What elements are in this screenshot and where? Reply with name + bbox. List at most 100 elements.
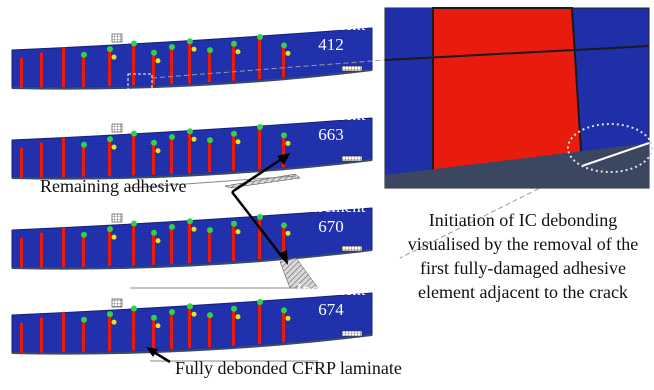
- crack-band: [282, 137, 285, 168]
- crack-band: [40, 52, 43, 88]
- damage-zone: [155, 238, 161, 244]
- crack-band: [152, 319, 155, 350]
- crack-band: [258, 304, 261, 345]
- damage-zone: [191, 226, 197, 232]
- damage-zone: [107, 136, 113, 143]
- support-plate: [341, 155, 363, 162]
- crack-band: [62, 47, 65, 88]
- damage-zone: [111, 319, 117, 325]
- crack-band: [152, 144, 155, 175]
- damage-zone: [207, 227, 213, 234]
- increment-label-412: Increment 412: [291, 15, 371, 55]
- crack-band: [258, 219, 261, 260]
- cfrp-laminate: [129, 175, 297, 189]
- damage-zone: [235, 49, 241, 55]
- crack-band: [258, 39, 261, 80]
- damage-zone: [207, 312, 213, 319]
- crack-band: [282, 47, 285, 78]
- crack-band: [62, 227, 65, 268]
- crack-band: [170, 49, 173, 85]
- crack-band: [62, 137, 65, 178]
- damage-zone: [235, 314, 241, 320]
- crack-band: [170, 139, 173, 175]
- crack-band: [188, 133, 191, 174]
- damage-zone: [107, 226, 113, 233]
- damage-zone: [235, 139, 241, 145]
- crack-band: [152, 234, 155, 265]
- beam-panel-increment-663: [11, 117, 373, 189]
- support-plate: [341, 330, 363, 337]
- crack-band: [188, 308, 191, 349]
- damage-zone: [131, 220, 137, 227]
- damage-zone: [155, 323, 161, 329]
- zoom-region-box: [127, 73, 153, 97]
- crack-band: [20, 57, 23, 88]
- damage-zone: [111, 54, 117, 60]
- crack-band: [108, 51, 111, 87]
- damage-zone: [131, 130, 137, 137]
- damage-zone: [231, 40, 237, 47]
- crack-band: [232, 310, 235, 346]
- increment-word: Increment: [296, 105, 366, 124]
- damage-zone: [169, 224, 175, 231]
- inset-steel-layer: [385, 143, 649, 188]
- crack-band: [108, 316, 111, 352]
- crack-band: [132, 310, 135, 351]
- damage-zone: [285, 140, 291, 146]
- ic-debonding-caption: Initiation of IC debonding visualised by…: [407, 210, 639, 302]
- increment-word: Increment: [296, 197, 366, 216]
- crack-band: [40, 232, 43, 268]
- damage-zone: [169, 134, 175, 141]
- damage-zone: [151, 139, 157, 146]
- zoom-inset: [384, 7, 653, 189]
- zoom-connector-top: [151, 59, 386, 79]
- crack-band: [152, 54, 155, 85]
- beam-soffit: [11, 159, 373, 180]
- crack-band: [170, 229, 173, 265]
- increment-label-670: Increment 670: [291, 197, 371, 237]
- crack-band: [208, 142, 211, 173]
- damage-zone: [257, 299, 263, 306]
- damage-zone: [151, 314, 157, 321]
- damage-zone: [285, 50, 291, 56]
- inset-highlight-circle: [567, 123, 653, 173]
- crack-band: [132, 225, 135, 266]
- damage-zone: [191, 46, 197, 52]
- damage-zone: [187, 38, 193, 45]
- crack-band: [282, 312, 285, 343]
- crack-band: [108, 141, 111, 177]
- crack-band: [20, 322, 23, 353]
- loading-plate: [111, 213, 123, 223]
- damage-zone: [81, 231, 87, 238]
- support-plate: [341, 245, 363, 252]
- damage-zone: [81, 316, 87, 323]
- crack-band: [20, 237, 23, 268]
- crack-band: [40, 142, 43, 178]
- damage-zone: [231, 220, 237, 227]
- crack-band: [232, 45, 235, 81]
- loading-plate: [111, 123, 123, 133]
- damage-zone: [191, 136, 197, 142]
- damage-zone: [281, 307, 287, 314]
- damage-zone: [131, 40, 137, 47]
- inset-crack-element: [432, 7, 584, 174]
- damage-zone: [257, 124, 263, 131]
- crack-band: [82, 321, 85, 352]
- damage-zone: [155, 148, 161, 154]
- increment-word: Increment: [296, 15, 366, 34]
- increment-number: 674: [318, 300, 344, 319]
- fully-debonded-caption: Fully debonded CFRP laminate: [175, 358, 402, 378]
- damage-zone: [107, 311, 113, 318]
- damage-zone: [231, 130, 237, 137]
- crack-band: [188, 43, 191, 84]
- beam-panel-increment-412: [11, 27, 373, 97]
- damage-zone: [207, 137, 213, 144]
- crack-band: [258, 129, 261, 170]
- crack-band: [108, 231, 111, 267]
- crack-band: [232, 135, 235, 171]
- loading-plate: [111, 33, 123, 43]
- damage-zone: [111, 234, 117, 240]
- crack-band: [62, 312, 65, 353]
- damage-zone: [285, 230, 291, 236]
- crack-band: [232, 225, 235, 261]
